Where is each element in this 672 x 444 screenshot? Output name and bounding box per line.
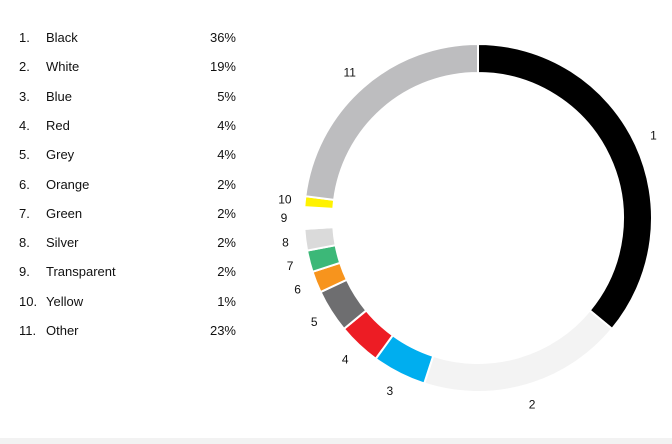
legend-label: Other — [46, 323, 79, 338]
legend-item: 6. Orange 2% — [0, 175, 260, 195]
legend-rank: 7. — [19, 205, 30, 221]
legend-item: 7. Green 2% — [0, 204, 260, 224]
legend-label: Grey — [46, 147, 75, 163]
legend-value: 1% — [217, 293, 236, 309]
legend-rank: 10. — [19, 293, 38, 309]
legend-item: 10. Yellow 1% — [0, 292, 260, 312]
legend-item: 3. Blue 5% — [0, 87, 260, 107]
legend-rank: 4. — [19, 117, 30, 133]
legend-label: Green — [46, 205, 83, 221]
legend-label: Blue — [46, 88, 73, 104]
bottom-divider — [0, 438, 672, 444]
legend-value: 23% — [209, 323, 236, 338]
legend-rank: 5. — [19, 147, 30, 163]
legend-item: 8. Silver 2% — [0, 233, 260, 253]
legend-rank: 9. — [19, 264, 30, 280]
chart-legend: 1. Black 36% 2. White 19% 3. Blue 5% 4. Red 4% 5. Gre… — [0, 0, 260, 444]
slice-number-label: 5 — [311, 315, 318, 329]
legend-rank: 1. — [19, 30, 30, 45]
legend-label: Transparent — [46, 264, 116, 280]
slice-number-label: 11 — [343, 66, 356, 80]
slice-number-label: 8 — [282, 235, 289, 249]
donut-slice — [477, 42, 653, 331]
legend-value: 4% — [217, 147, 236, 163]
legend-rank: 8. — [19, 235, 30, 251]
legend-label: Yellow — [46, 293, 84, 309]
slice-number-label: 6 — [294, 282, 301, 296]
legend-item: 4. Red 4% — [0, 116, 260, 136]
legend-value: 2% — [217, 264, 236, 280]
slice-number-label: 3 — [387, 384, 394, 398]
slice-number-label: 2 — [529, 397, 536, 411]
slice-number-label: 9 — [281, 211, 288, 225]
legend-label: Red — [46, 117, 70, 133]
legend-value: 36% — [209, 30, 236, 45]
legend-item: 9. Transparent 2% — [0, 262, 260, 282]
legend-label: White — [46, 59, 80, 75]
legend-label: Silver — [46, 235, 79, 251]
legend-value: 2% — [217, 205, 236, 221]
legend-rank: 11. — [19, 323, 37, 338]
legend-item: 2. White 19% — [0, 57, 260, 77]
legend-value: 2% — [217, 176, 236, 192]
legend-rank: 6. — [19, 176, 30, 192]
slice-number-label: 4 — [342, 352, 349, 366]
donut-slice — [302, 206, 335, 230]
slice-number-label: 10 — [278, 193, 292, 207]
legend-item: 5. Grey 4% — [0, 145, 260, 165]
slice-number-label: 1 — [650, 128, 657, 142]
slice-number-label: 7 — [287, 259, 294, 273]
legend-rank: 3. — [19, 88, 30, 104]
legend-rank: 2. — [19, 59, 30, 75]
donut-slice — [422, 309, 614, 393]
legend-value: 5% — [217, 88, 236, 104]
legend-label: Orange — [46, 176, 90, 192]
donut-slice — [304, 42, 479, 201]
donut-slice — [303, 226, 337, 252]
legend-value: 19% — [209, 59, 236, 75]
legend-item: 11. Other 23% — [0, 321, 260, 341]
legend-label: Black — [46, 30, 78, 45]
legend-value: 2% — [217, 235, 236, 251]
legend-item: 1. Black 36% — [0, 28, 260, 48]
legend-value: 4% — [217, 117, 236, 133]
